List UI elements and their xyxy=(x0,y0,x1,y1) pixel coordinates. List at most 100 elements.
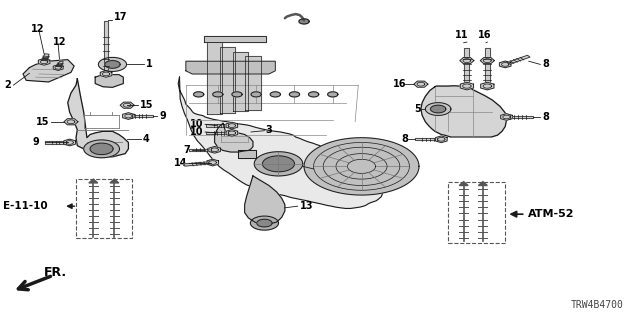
Polygon shape xyxy=(436,136,447,143)
Polygon shape xyxy=(238,150,256,158)
Polygon shape xyxy=(45,141,70,144)
Polygon shape xyxy=(110,179,119,183)
Polygon shape xyxy=(90,143,113,155)
Polygon shape xyxy=(415,138,442,140)
Polygon shape xyxy=(232,52,248,111)
Polygon shape xyxy=(214,123,253,152)
Polygon shape xyxy=(104,21,108,74)
Polygon shape xyxy=(506,116,533,118)
Polygon shape xyxy=(23,60,74,82)
Polygon shape xyxy=(38,59,50,65)
Text: 17: 17 xyxy=(115,12,128,22)
Polygon shape xyxy=(426,103,451,116)
Polygon shape xyxy=(460,58,474,64)
Text: 6: 6 xyxy=(315,164,322,174)
Polygon shape xyxy=(270,92,280,97)
Bar xyxy=(448,182,505,243)
Polygon shape xyxy=(254,152,303,176)
Polygon shape xyxy=(232,92,242,97)
Text: 13: 13 xyxy=(300,201,313,211)
Polygon shape xyxy=(105,60,120,68)
Polygon shape xyxy=(262,156,294,172)
Polygon shape xyxy=(481,82,494,90)
Text: 10: 10 xyxy=(190,119,204,129)
Polygon shape xyxy=(226,122,237,129)
Polygon shape xyxy=(220,47,235,113)
Text: 11: 11 xyxy=(455,29,468,40)
Text: 12: 12 xyxy=(31,24,45,34)
Polygon shape xyxy=(250,216,278,230)
Polygon shape xyxy=(53,65,63,70)
Text: 15: 15 xyxy=(36,117,49,127)
Polygon shape xyxy=(212,92,223,97)
Polygon shape xyxy=(480,58,494,64)
Polygon shape xyxy=(504,55,530,65)
Polygon shape xyxy=(244,176,285,224)
Polygon shape xyxy=(251,92,261,97)
Polygon shape xyxy=(460,82,474,90)
Polygon shape xyxy=(465,48,469,86)
Polygon shape xyxy=(460,182,468,186)
Polygon shape xyxy=(129,115,153,117)
Text: 5: 5 xyxy=(414,104,421,114)
Polygon shape xyxy=(207,159,218,166)
Text: ATM-52: ATM-52 xyxy=(527,209,574,219)
Polygon shape xyxy=(206,132,232,134)
Polygon shape xyxy=(42,54,49,62)
Text: 7: 7 xyxy=(184,145,190,155)
Polygon shape xyxy=(478,182,487,186)
Text: TRW4B4700: TRW4B4700 xyxy=(570,300,623,310)
Text: 10: 10 xyxy=(190,127,204,137)
Polygon shape xyxy=(206,124,232,127)
Polygon shape xyxy=(414,81,428,87)
Polygon shape xyxy=(328,92,338,97)
Polygon shape xyxy=(226,130,237,136)
Polygon shape xyxy=(421,86,506,137)
Polygon shape xyxy=(99,57,127,71)
Polygon shape xyxy=(207,42,222,114)
Polygon shape xyxy=(186,61,275,74)
Text: 8: 8 xyxy=(542,112,549,122)
Text: FR.: FR. xyxy=(44,266,67,278)
Text: 9: 9 xyxy=(33,138,40,148)
Polygon shape xyxy=(184,162,213,166)
Text: 8: 8 xyxy=(542,60,549,69)
Text: 9: 9 xyxy=(159,111,166,121)
Text: 2: 2 xyxy=(4,80,11,90)
Polygon shape xyxy=(304,138,419,195)
Polygon shape xyxy=(100,71,112,77)
Polygon shape xyxy=(299,19,309,24)
Polygon shape xyxy=(68,79,129,157)
Polygon shape xyxy=(189,149,214,151)
Polygon shape xyxy=(204,36,266,42)
Polygon shape xyxy=(289,92,300,97)
Polygon shape xyxy=(209,147,220,153)
Text: 1: 1 xyxy=(147,60,153,69)
Polygon shape xyxy=(178,77,383,208)
Polygon shape xyxy=(484,48,490,86)
Polygon shape xyxy=(499,61,511,68)
Polygon shape xyxy=(308,92,319,97)
Polygon shape xyxy=(64,139,76,146)
Polygon shape xyxy=(84,140,120,158)
Text: E-11-10: E-11-10 xyxy=(3,201,47,211)
Bar xyxy=(76,179,132,238)
Polygon shape xyxy=(245,56,260,110)
Polygon shape xyxy=(123,113,134,119)
Polygon shape xyxy=(64,119,78,125)
Text: 15: 15 xyxy=(140,100,154,110)
Polygon shape xyxy=(431,105,446,113)
Polygon shape xyxy=(95,75,124,87)
Polygon shape xyxy=(56,61,63,68)
Polygon shape xyxy=(120,102,134,108)
Text: 14: 14 xyxy=(173,157,187,168)
Text: 16: 16 xyxy=(478,29,492,40)
Polygon shape xyxy=(193,92,204,97)
Polygon shape xyxy=(500,114,512,120)
Text: 3: 3 xyxy=(266,125,273,135)
Polygon shape xyxy=(89,179,98,183)
Text: 12: 12 xyxy=(53,37,67,47)
Text: 16: 16 xyxy=(393,79,406,89)
Text: 4: 4 xyxy=(143,134,149,144)
Text: 8: 8 xyxy=(401,134,408,144)
